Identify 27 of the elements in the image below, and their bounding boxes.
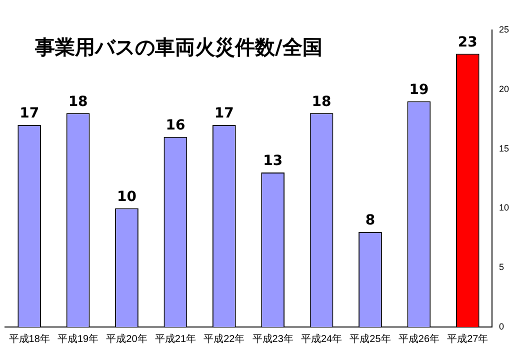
y-tick-label: 10 — [498, 202, 510, 213]
x-tick-label: 平成18年 — [8, 332, 50, 345]
y-tick-label: 15 — [498, 143, 510, 154]
data-label: 16 — [166, 118, 186, 134]
data-label: 19 — [409, 82, 429, 98]
y-tick-label: 0 — [498, 321, 504, 332]
y-tick-label: 25 — [498, 24, 510, 34]
data-label: 17 — [214, 106, 234, 122]
y-tick-label: 20 — [498, 84, 510, 94]
data-label: 23 — [458, 34, 478, 50]
y-tick-label: 5 — [498, 262, 504, 272]
data-label: 17 — [20, 106, 40, 122]
x-tick-label: 平成27年 — [447, 332, 488, 345]
x-tick-label: 平成20年 — [106, 332, 148, 345]
data-label: 18 — [312, 94, 332, 110]
x-tick-label: 平成23年 — [252, 332, 294, 345]
x-tick-label: 平成24年 — [300, 332, 342, 345]
data-label: 8 — [365, 212, 376, 229]
x-tick-label: 平成26年 — [398, 332, 440, 345]
x-tick-label: 平成25年 — [350, 332, 391, 345]
data-label: 10 — [117, 188, 137, 205]
x-tick-label: 平成19年 — [57, 332, 99, 345]
data-label: 13 — [263, 153, 283, 170]
chart-title: 事業用バスの車両火災件数/全国 — [35, 34, 322, 61]
x-tick-label: 平成21年 — [154, 332, 196, 345]
data-label: 18 — [68, 94, 88, 110]
x-tick-label: 平成22年 — [204, 332, 245, 345]
